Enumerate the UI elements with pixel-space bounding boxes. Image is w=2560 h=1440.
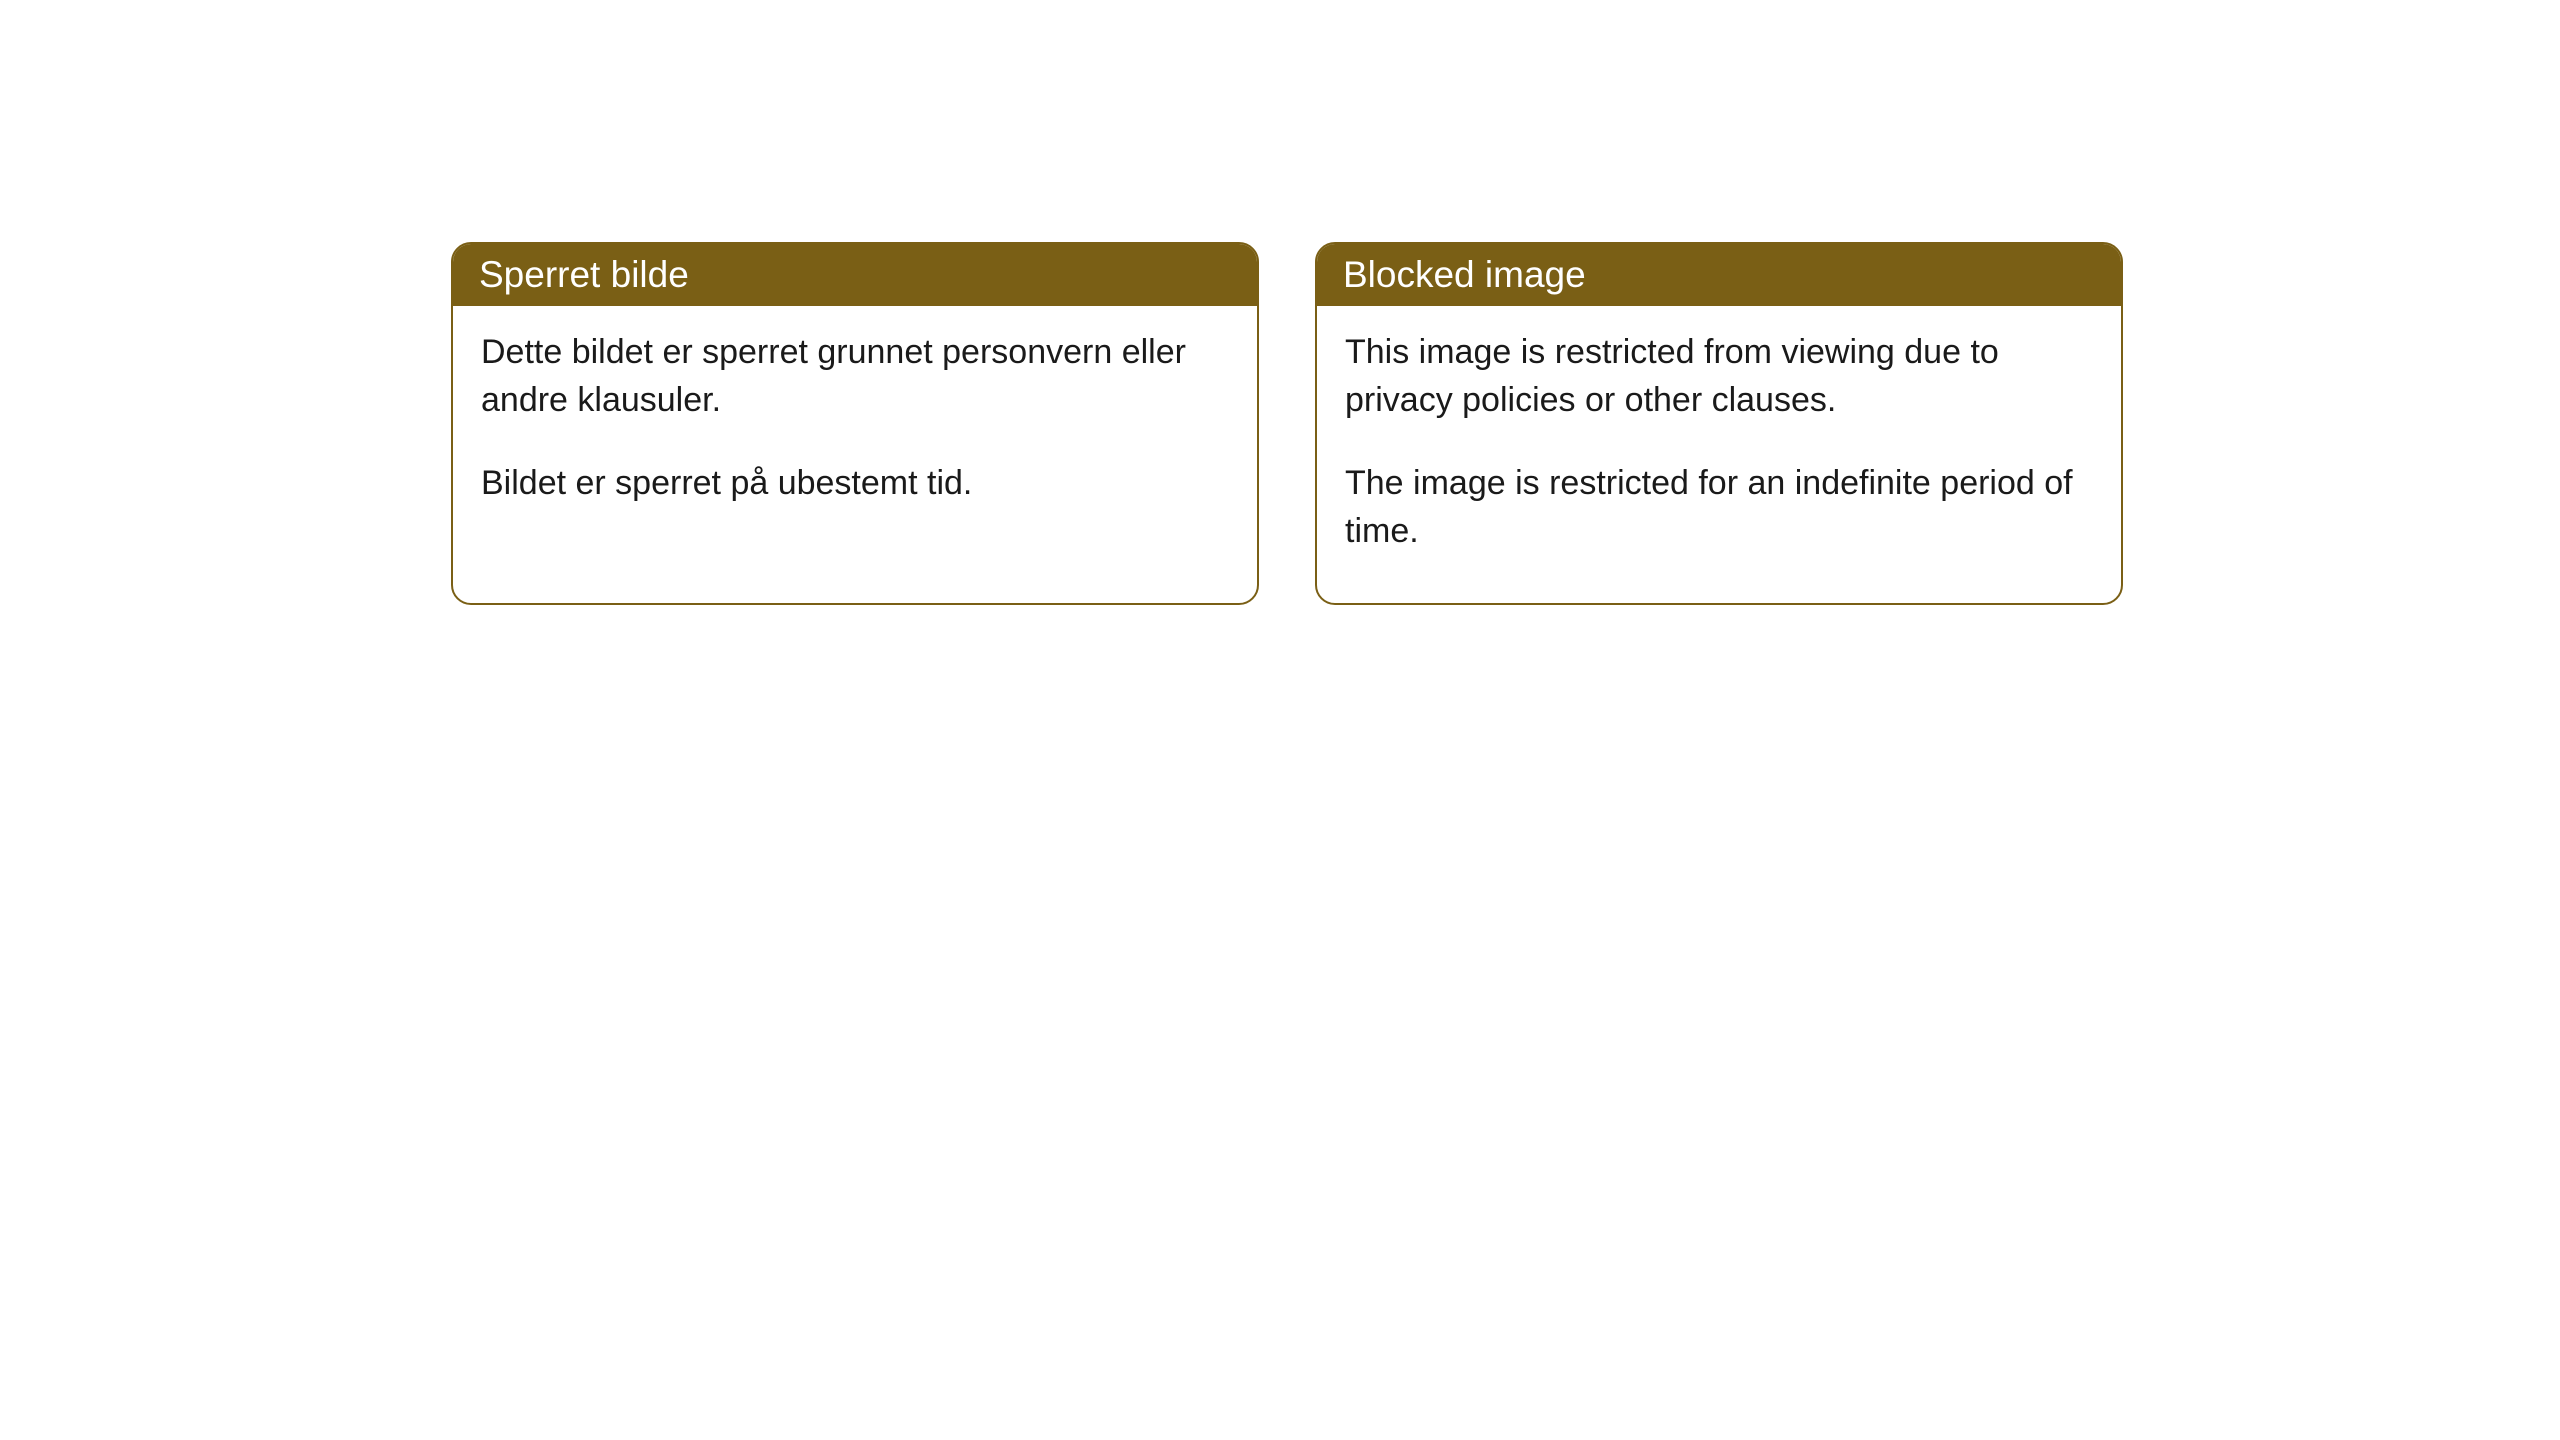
card-header-text: Sperret bilde [479, 254, 689, 295]
card-paragraph: Bildet er sperret på ubestemt tid. [481, 459, 1229, 507]
card-header-text: Blocked image [1343, 254, 1586, 295]
card-body: Dette bildet er sperret grunnet personve… [453, 306, 1257, 555]
card-paragraph: Dette bildet er sperret grunnet personve… [481, 328, 1229, 425]
notice-card-norwegian: Sperret bilde Dette bildet er sperret gr… [451, 242, 1259, 605]
notice-card-english: Blocked image This image is restricted f… [1315, 242, 2123, 605]
card-header: Sperret bilde [453, 244, 1257, 306]
card-body: This image is restricted from viewing du… [1317, 306, 2121, 603]
card-paragraph: This image is restricted from viewing du… [1345, 328, 2093, 425]
card-paragraph: The image is restricted for an indefinit… [1345, 459, 2093, 556]
notice-cards-container: Sperret bilde Dette bildet er sperret gr… [0, 0, 2560, 605]
card-header: Blocked image [1317, 244, 2121, 306]
